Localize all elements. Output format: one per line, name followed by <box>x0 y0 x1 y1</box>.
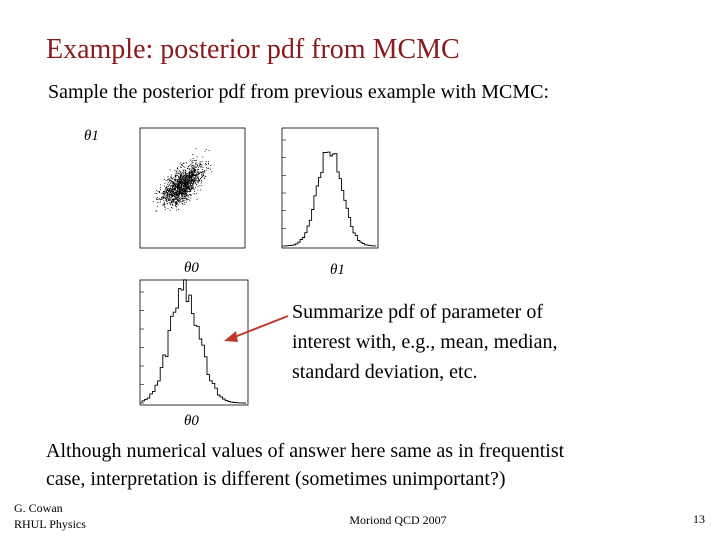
conclusion-line: case, interpretation is different (somet… <box>46 468 505 490</box>
plot-frame <box>139 279 249 406</box>
histogram-plot <box>139 279 249 406</box>
subtitle: Sample the posterior pdf from previous e… <box>48 81 549 103</box>
summary-line: Summarize pdf of parameter of <box>292 301 543 323</box>
axis-symbol: θ0 <box>184 260 199 276</box>
histogram-texture <box>283 151 377 247</box>
footer-event: Moriond QCD 2007 <box>349 513 446 527</box>
axis-symbol: θ1 <box>330 262 345 278</box>
slide-title: Example: posterior pdf from MCMC <box>46 34 460 65</box>
arrow <box>231 315 289 339</box>
plot-frame <box>281 127 379 249</box>
axis-symbol: θ0 <box>184 413 199 429</box>
footer-author: G. Cowan <box>14 501 63 515</box>
plot-frame <box>139 127 246 249</box>
conclusion-line: Although numerical values of answer here… <box>46 440 565 462</box>
scatter-plot <box>139 127 246 249</box>
summary-line: standard deviation, etc. <box>292 361 478 383</box>
arrow-head <box>224 331 238 342</box>
page-number: 13 <box>693 512 705 526</box>
histogram-plot <box>281 127 379 249</box>
histogram-texture <box>141 279 246 404</box>
scatter-texture <box>152 147 213 212</box>
summary-line: interest with, e.g., mean, median, <box>292 331 557 353</box>
axis-symbol: θ1 <box>84 128 99 144</box>
footer-author: RHUL Physics <box>14 517 86 531</box>
